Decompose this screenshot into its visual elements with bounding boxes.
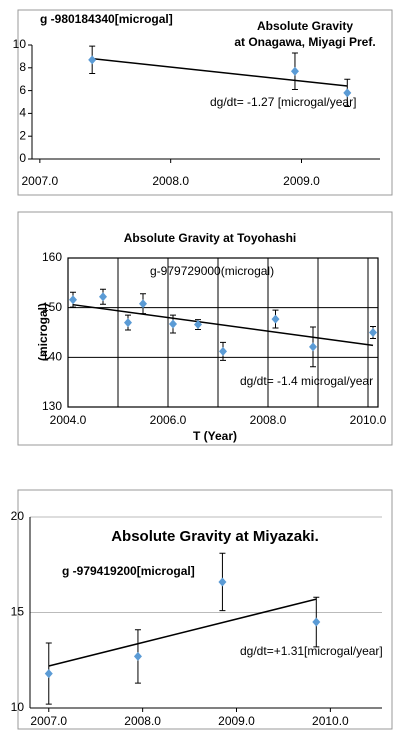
data-point [88, 55, 97, 65]
y-tick-label: 0 [19, 151, 26, 165]
plot-frame [67, 257, 379, 408]
y-tick-label: 20 [11, 509, 25, 523]
chart-title: Absolute Gravity at Toyohashi [124, 231, 296, 245]
x-tick-label: 2010.0 [312, 714, 349, 728]
data-point [369, 328, 377, 337]
x-tick-label: 2010.0 [350, 413, 387, 427]
data-point [271, 314, 280, 324]
panel [17, 211, 393, 446]
data-point [44, 669, 53, 679]
x-axis-label: T (Year) [193, 429, 237, 443]
y-tick-label: 2 [19, 128, 26, 142]
chart-title: Absolute Gravity at Miyazaki. [111, 528, 319, 545]
y-axis-label: (microgal) [36, 303, 50, 361]
chart-title: at Onagawa, Miyagi Pref. [234, 35, 375, 49]
y-tick-label: 140 [42, 350, 62, 364]
data-point [218, 577, 227, 587]
x-tick-label: 2007.0 [21, 174, 58, 188]
y-tick-label: 150 [42, 300, 62, 314]
trend-line [92, 57, 348, 87]
y-tick-label: 8 [19, 60, 26, 74]
data-point [124, 318, 132, 328]
panel [17, 9, 393, 196]
chart-title: Absolute Gravity [257, 19, 353, 33]
data-point [99, 292, 107, 302]
y-tick-label: 10 [13, 37, 27, 51]
y-tick-label: 6 [19, 83, 26, 97]
data-point [309, 342, 317, 352]
x-tick-label: 2006.0 [150, 413, 187, 427]
data-point [139, 299, 147, 309]
x-tick-label: 2009.0 [218, 714, 255, 728]
y-tick-label: 10 [11, 700, 25, 714]
data-point [69, 295, 77, 305]
x-tick-label: 2009.0 [283, 174, 320, 188]
data-point [194, 320, 202, 330]
annotation: g -980184340[microgal] [40, 12, 173, 26]
data-point [290, 66, 299, 76]
annotation: g -979419200[microgal] [62, 564, 195, 578]
y-tick-label: 15 [11, 605, 25, 619]
data-point [343, 88, 352, 98]
trend-line [72, 303, 374, 347]
annotation: dg/dt= -1.4 microgal/year [240, 374, 373, 388]
x-tick-label: 2008.0 [152, 174, 189, 188]
annotation: g-979729000(microgal) [150, 264, 274, 278]
y-tick-label: 4 [19, 106, 26, 120]
data-point [169, 319, 177, 329]
x-tick-label: 2004.0 [50, 413, 87, 427]
x-tick-label: 2007.0 [30, 714, 67, 728]
y-tick-label: 130 [42, 399, 62, 413]
data-point [219, 346, 227, 356]
x-tick-label: 2008.0 [124, 714, 161, 728]
data-point [133, 651, 142, 661]
panel [17, 489, 393, 730]
y-tick-label: 160 [42, 250, 62, 264]
data-point [312, 617, 321, 627]
x-tick-label: 2008.0 [250, 413, 287, 427]
annotation: dg/dt= -1.27 [microgal/year] [210, 95, 356, 109]
annotation: dg/dt=+1.31[microgal/year] [240, 644, 383, 658]
trend-line [48, 598, 317, 667]
